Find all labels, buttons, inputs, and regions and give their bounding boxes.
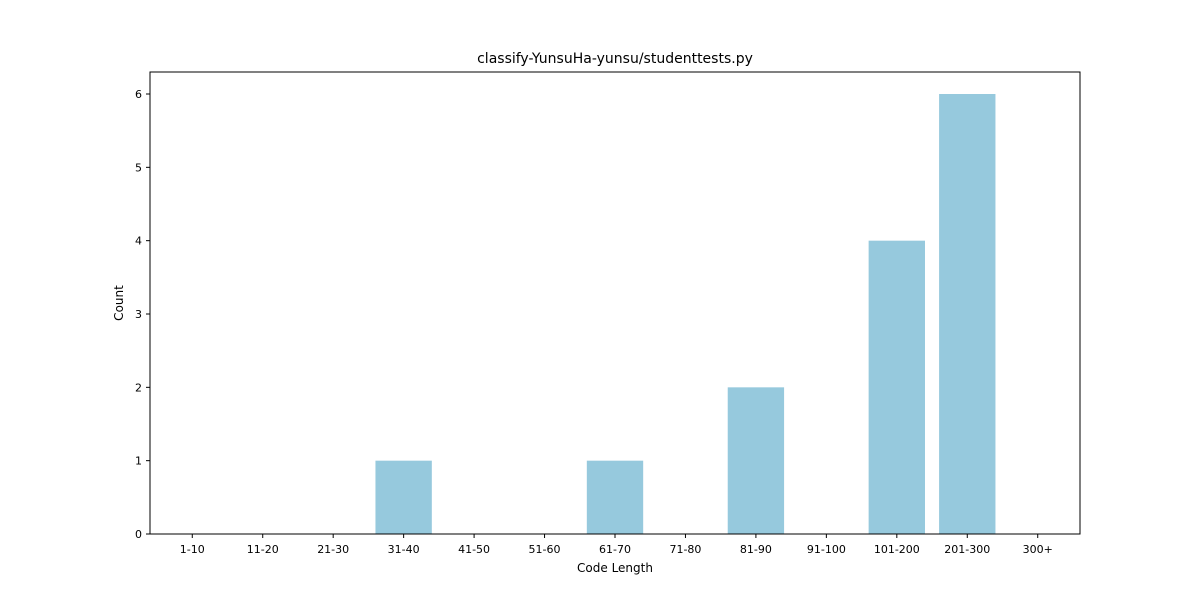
y-tick-label: 3: [135, 308, 142, 321]
y-tick-label: 5: [135, 161, 142, 174]
y-tick-label: 0: [135, 528, 142, 541]
x-tick-label: 1-10: [180, 543, 205, 556]
bars-group: [375, 94, 996, 534]
x-tick-label: 11-20: [247, 543, 279, 556]
bar-81-90: [727, 387, 785, 534]
x-tick-label: 81-90: [740, 543, 772, 556]
x-tick-label: 101-200: [874, 543, 920, 556]
y-axis-label: Count: [112, 285, 126, 321]
x-tick-label: 71-80: [669, 543, 701, 556]
x-tick-label: 300+: [1023, 543, 1053, 556]
x-axis-label: Code Length: [577, 561, 653, 575]
y-tick-label: 1: [135, 455, 142, 468]
bar-31-40: [375, 460, 432, 534]
bar-101-200: [868, 240, 925, 534]
bar-61-70: [586, 460, 644, 534]
x-tick-label: 21-30: [317, 543, 349, 556]
x-tick-label: 51-60: [529, 543, 561, 556]
y-tick-label: 6: [135, 88, 142, 101]
y-tick-label: 4: [135, 235, 142, 248]
x-tick-label: 201-300: [944, 543, 990, 556]
bar-201-300: [939, 94, 996, 534]
y-axis: 0 1 2 3 4 5 6: [135, 88, 150, 541]
y-tick-label: 2: [135, 381, 142, 394]
x-tick-label: 61-70: [599, 543, 631, 556]
x-tick-label: 41-50: [458, 543, 490, 556]
x-tick-label: 91-100: [807, 543, 846, 556]
x-tick-label: 31-40: [388, 543, 420, 556]
chart-title: classify-YunsuHa-yunsu/studenttests.py: [477, 51, 753, 67]
x-axis: 1-10 11-20 21-30 31-40 41-50 51-60 61-70 71-80 8…: [180, 534, 1053, 556]
